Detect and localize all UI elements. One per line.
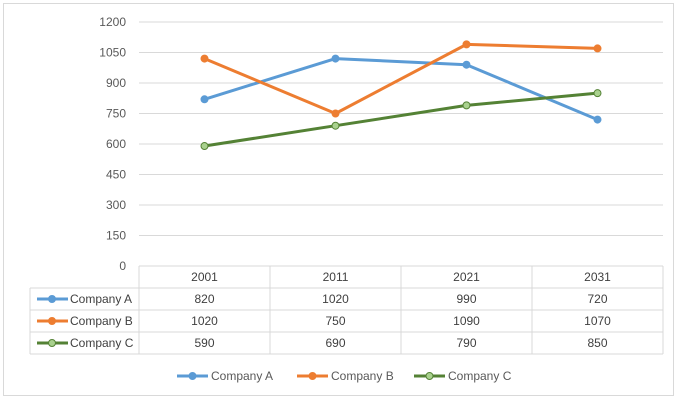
x-category-label: 2011 (323, 270, 349, 284)
legend-entry: Company A (211, 369, 273, 383)
data-point (593, 44, 602, 53)
table-value-cell: 1020 (191, 314, 218, 328)
y-tick-label: 600 (106, 137, 126, 151)
y-tick-label: 750 (106, 107, 126, 121)
data-point (331, 121, 340, 130)
data-point (200, 95, 209, 104)
y-tick-label: 1050 (99, 46, 126, 60)
y-tick-label: 450 (106, 168, 126, 182)
table-value-cell: 1070 (584, 314, 611, 328)
chart-frame (3, 3, 674, 396)
data-point (593, 115, 602, 124)
data-point (462, 101, 471, 110)
table-value-cell: 1020 (322, 292, 349, 306)
data-point (200, 142, 209, 151)
y-tick-label: 0 (119, 259, 126, 273)
table-value-cell: 1090 (453, 314, 480, 328)
y-tick-label: 900 (106, 76, 126, 90)
y-tick-label: 300 (106, 198, 126, 212)
table-value-cell: 850 (587, 336, 607, 350)
series-line (203, 42, 599, 115)
legend-key-marker (308, 372, 317, 380)
x-category-label: 2021 (453, 270, 480, 284)
legend-key-marker (425, 372, 434, 380)
data-point (593, 89, 602, 98)
table-value-cell: 590 (194, 336, 214, 350)
y-tick-label: 150 (106, 229, 126, 243)
table-value-cell: 820 (194, 292, 214, 306)
table-legend-key-marker (48, 295, 56, 303)
table-series-name: Company B (70, 314, 133, 328)
table-series-name: Company A (70, 292, 132, 306)
series-line (203, 57, 599, 122)
data-point (462, 40, 471, 49)
x-category-label: 2001 (191, 270, 218, 284)
legend-entry: Company B (331, 369, 394, 383)
data-point (200, 54, 209, 63)
table-series-name: Company C (70, 336, 134, 350)
data-point (331, 54, 340, 63)
table-legend-key-marker (48, 339, 56, 347)
table-value-cell: 750 (325, 314, 345, 328)
table-value-cell: 990 (456, 292, 476, 306)
table-value-cell: 790 (456, 336, 476, 350)
table-value-cell: 690 (325, 336, 345, 350)
table-legend-key-marker (48, 317, 56, 325)
x-category-label: 2031 (584, 270, 611, 284)
y-tick-label: 1200 (99, 15, 126, 29)
legend-entry: Company C (448, 369, 512, 383)
legend-key-marker (188, 372, 197, 380)
series-line (203, 91, 599, 148)
data-point (462, 60, 471, 69)
data-point (331, 109, 340, 118)
table-value-cell: 720 (587, 292, 607, 306)
